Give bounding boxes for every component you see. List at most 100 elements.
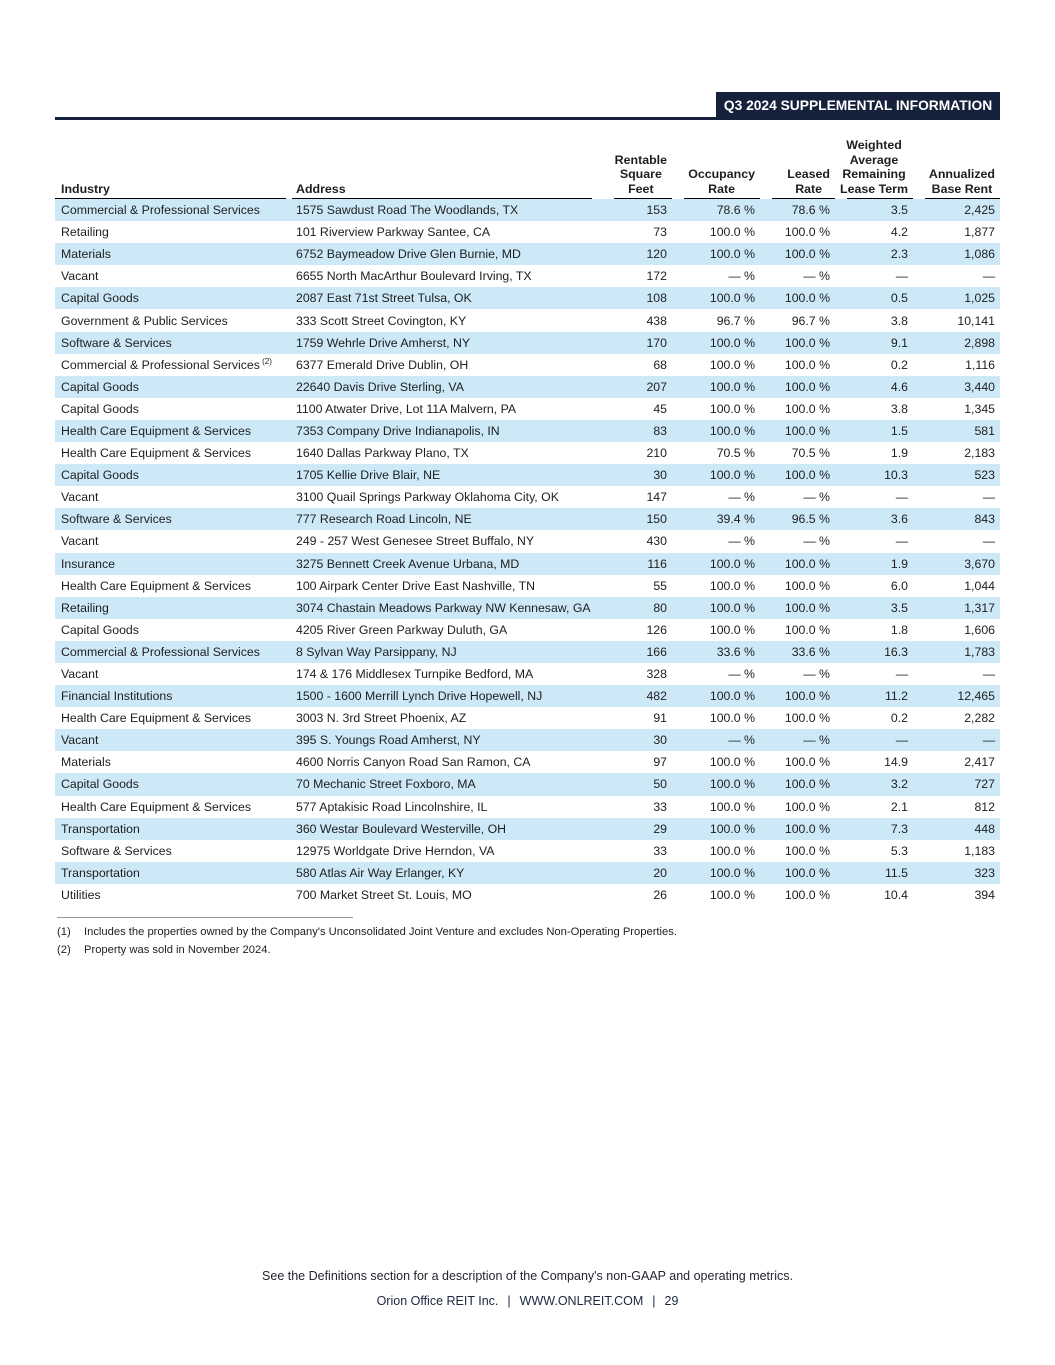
lease-term-cell: 3.6 [835,508,913,531]
sqft-cell: 482 [602,685,672,708]
sqft-cell: 153 [602,199,672,222]
base-rent-cell: 1,606 [964,622,995,637]
column-header: Rentable Square Feet [602,138,672,199]
address-cell: 1500 - 1600 Merrill Lynch Drive Hopewell… [292,685,602,708]
industry-cell: Vacant [61,490,99,505]
table-row: Capital Goods 70 Mechanic Street Foxboro,… [55,773,1000,796]
lease-term-cell: — [895,269,908,284]
leased-cell: 70.5 % [791,446,830,461]
occupancy-cell: 100.0 % [709,711,755,726]
industry-cell: Capital Goods [55,375,292,398]
leased-cell: 100.0 % [784,887,830,902]
leased-cell: — % [760,729,835,752]
lease-term-cell: 1.9 [835,552,913,575]
address-cell: 12975 Worldgate Drive Herndon, VA [296,843,495,858]
base-rent-cell: 1,345 [964,401,995,416]
sqft-cell: 126 [646,622,667,637]
website-text: WWW.ONLREIT.COM [519,1294,644,1308]
address-cell: 777 Research Road Lincoln, NE [292,508,602,531]
sqft-cell: 83 [602,419,672,443]
base-rent-cell: 812 [974,799,995,814]
leased-cell: 100.0 % [760,685,835,708]
table-row: Commercial & Professional Services 8 Sylv… [55,640,1000,663]
occupancy-cell: 100.0 % [709,887,755,902]
table-row: Materials 6752 Baymeadow Drive Glen Burni… [55,243,1000,266]
leased-cell: — % [803,667,830,682]
table-row: Utilities 700 Market Street St. Louis, MO… [55,884,1000,906]
industry-cell: Software & Services [55,331,292,354]
occupancy-cell: 100.0 % [672,331,760,354]
sqft-cell: 170 [602,331,672,354]
leased-cell: 100.0 % [760,773,835,796]
leased-cell: 100.0 % [784,401,830,416]
address-cell: 360 Westar Boulevard Westerville, OH [292,817,602,840]
base-rent-cell: 1,783 [913,640,1000,663]
footnote-2-text: Property was sold in November 2024. [84,944,271,956]
base-rent-cell: 1,183 [964,843,995,858]
lease-term-cell: 11.2 [835,685,913,708]
base-rent-cell: 448 [913,817,1000,840]
leased-cell: — % [803,534,830,549]
leased-cell: 33.6 % [760,640,835,663]
lease-term-cell: 3.8 [890,401,908,416]
industry-cell: Financial Institutions [55,685,292,708]
occupancy-cell: 100.0 % [709,843,755,858]
occupancy-cell: 78.6 % [672,199,760,222]
industry-cell: Vacant [61,667,99,682]
base-rent-cell: — [982,490,995,505]
table-row: Retailing 101 Riverview Parkway Santee, C… [55,221,1000,243]
occupancy-cell: 100.0 % [709,622,755,637]
address-cell: 700 Market Street St. Louis, MO [296,887,472,902]
address-cell: 22640 Davis Drive Sterling, VA [292,375,602,398]
lease-term-cell: 0.2 [890,357,908,372]
base-rent-cell: 3,440 [913,375,1000,398]
leased-cell: 100.0 % [760,287,835,310]
lease-term-cell: 3.2 [835,773,913,796]
leased-cell: 100.0 % [760,861,835,884]
table-row: Health Care Equipment & Services 577 Apta… [55,796,1000,818]
leased-cell: 100.0 % [784,225,830,240]
address-cell: 3074 Chastain Meadows Parkway NW Kennesa… [292,596,602,619]
industry-cell: Utilities [61,887,101,902]
sqft-cell: 207 [602,375,672,398]
occupancy-cell: 100.0 % [709,578,755,593]
base-rent-cell: 2,417 [964,755,995,770]
occupancy-cell: — % [728,534,755,549]
table-body: Commercial & Professional Services 1575 S… [55,199,1000,906]
sqft-cell: 147 [646,490,667,505]
sqft-cell: 29 [602,817,672,840]
occupancy-cell: — % [672,729,760,752]
table-header: Industry Address Rentable Square Feet Occupan… [55,138,1000,199]
lease-term-cell: 4.6 [835,375,913,398]
occupancy-cell: 100.0 % [672,596,760,619]
address-cell: 70 Mechanic Street Foxboro, MA [292,773,602,796]
sqft-cell: 30 [602,729,672,752]
sqft-cell: 120 [602,243,672,266]
footer-separator: | [652,1294,656,1308]
lease-term-cell: 2.3 [835,243,913,266]
company-name: Orion Office REIT Inc. [376,1294,499,1308]
leased-cell: 96.5 % [760,508,835,531]
leased-cell: 100.0 % [784,357,830,372]
table-row: Capital Goods 4205 River Green Parkway Du… [55,619,1000,641]
lease-term-cell: 2.1 [890,799,908,814]
base-rent-cell: 1,025 [913,287,1000,310]
footnote-2: (2) Property was sold in November 2024. [57,944,797,957]
base-rent-cell: 1,116 [965,357,995,372]
address-cell: 7353 Company Drive Indianapolis, IN [292,419,602,443]
lease-term-cell: 1.5 [835,419,913,443]
base-rent-cell: 1,086 [913,243,1000,266]
sqft-cell: 430 [646,534,667,549]
address-cell: 1100 Atwater Drive, Lot 11A Malvern, PA [296,401,517,416]
occupancy-cell: 100.0 % [709,225,755,240]
sqft-cell: 166 [602,640,672,663]
industry-cell: Health Care Equipment & Services [61,711,252,726]
address-cell: 3100 Quail Springs Parkway Oklahoma City… [296,490,559,505]
footnotes: (1) Includes the properties owned by the… [57,917,797,962]
footnote-1-text: Includes the properties owned by the Com… [84,926,677,938]
table-row: Software & Services 12975 Worldgate Drive… [55,840,1000,862]
occupancy-cell: 100.0 % [672,419,760,443]
industry-cell: Commercial & Professional Services [55,199,292,222]
column-header: Occupancy Rate [672,138,760,199]
